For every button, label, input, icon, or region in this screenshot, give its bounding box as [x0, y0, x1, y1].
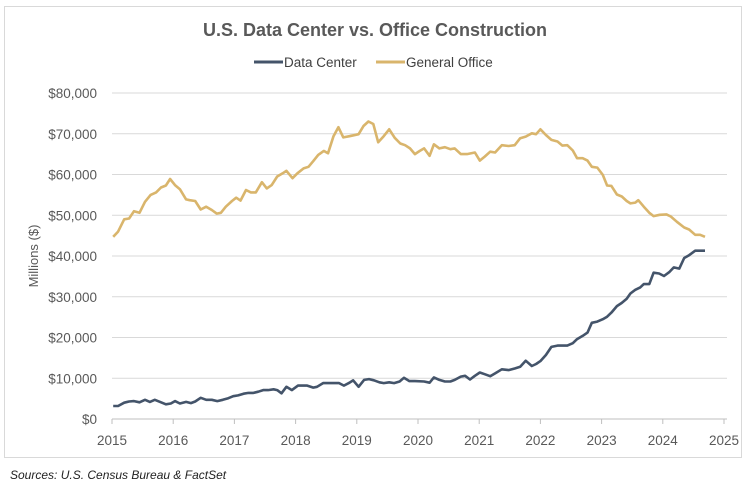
source-note: Sources: U.S. Census Bureau & FactSet — [10, 468, 227, 482]
y-tick-label: $40,000 — [48, 249, 97, 264]
x-tick-label: 2021 — [464, 433, 494, 448]
y-tick-label: $0 — [82, 412, 97, 427]
y-tick-label: $80,000 — [48, 86, 97, 101]
x-axis-ticks: 2015 2016 2017 2018 2019 2020 2021 2022 2023 2024… — [97, 419, 739, 448]
series-line-general-office — [112, 120, 706, 239]
x-tick-label: 2018 — [281, 433, 311, 448]
gridlines — [112, 92, 727, 420]
x-tick-label: 2024 — [648, 433, 679, 448]
series-lines — [112, 120, 706, 408]
y-tick-label: $70,000 — [48, 127, 97, 142]
chart-title: U.S. Data Center vs. Office Construction — [203, 20, 547, 40]
x-tick-label: 2022 — [525, 433, 555, 448]
x-tick-label: 2016 — [158, 433, 188, 448]
series-line-data-center — [113, 249, 705, 408]
x-tick-label: 2020 — [403, 433, 433, 448]
y-tick-label: $50,000 — [48, 208, 97, 223]
y-tick-label: $30,000 — [48, 290, 97, 305]
x-tick-label: 2023 — [587, 433, 617, 448]
y-axis-label: Millions ($) — [26, 225, 41, 288]
y-tick-label: $10,000 — [48, 371, 97, 386]
legend-label-general-office: General Office — [406, 55, 493, 70]
chart-frame — [4, 6, 742, 458]
legend: Data Center General Office — [254, 55, 493, 70]
x-tick-label: 2017 — [219, 433, 249, 448]
legend-label-data-center: Data Center — [284, 55, 357, 70]
x-tick-label: 2025 — [709, 433, 739, 448]
x-tick-label: 2015 — [97, 433, 127, 448]
x-tick-label: 2019 — [342, 433, 372, 448]
y-axis-ticks: $0 $10,000 $20,000 $30,000 $40,000 $50,000 $60… — [48, 86, 97, 427]
y-tick-label: $20,000 — [48, 331, 97, 346]
y-tick-label: $60,000 — [48, 168, 97, 183]
